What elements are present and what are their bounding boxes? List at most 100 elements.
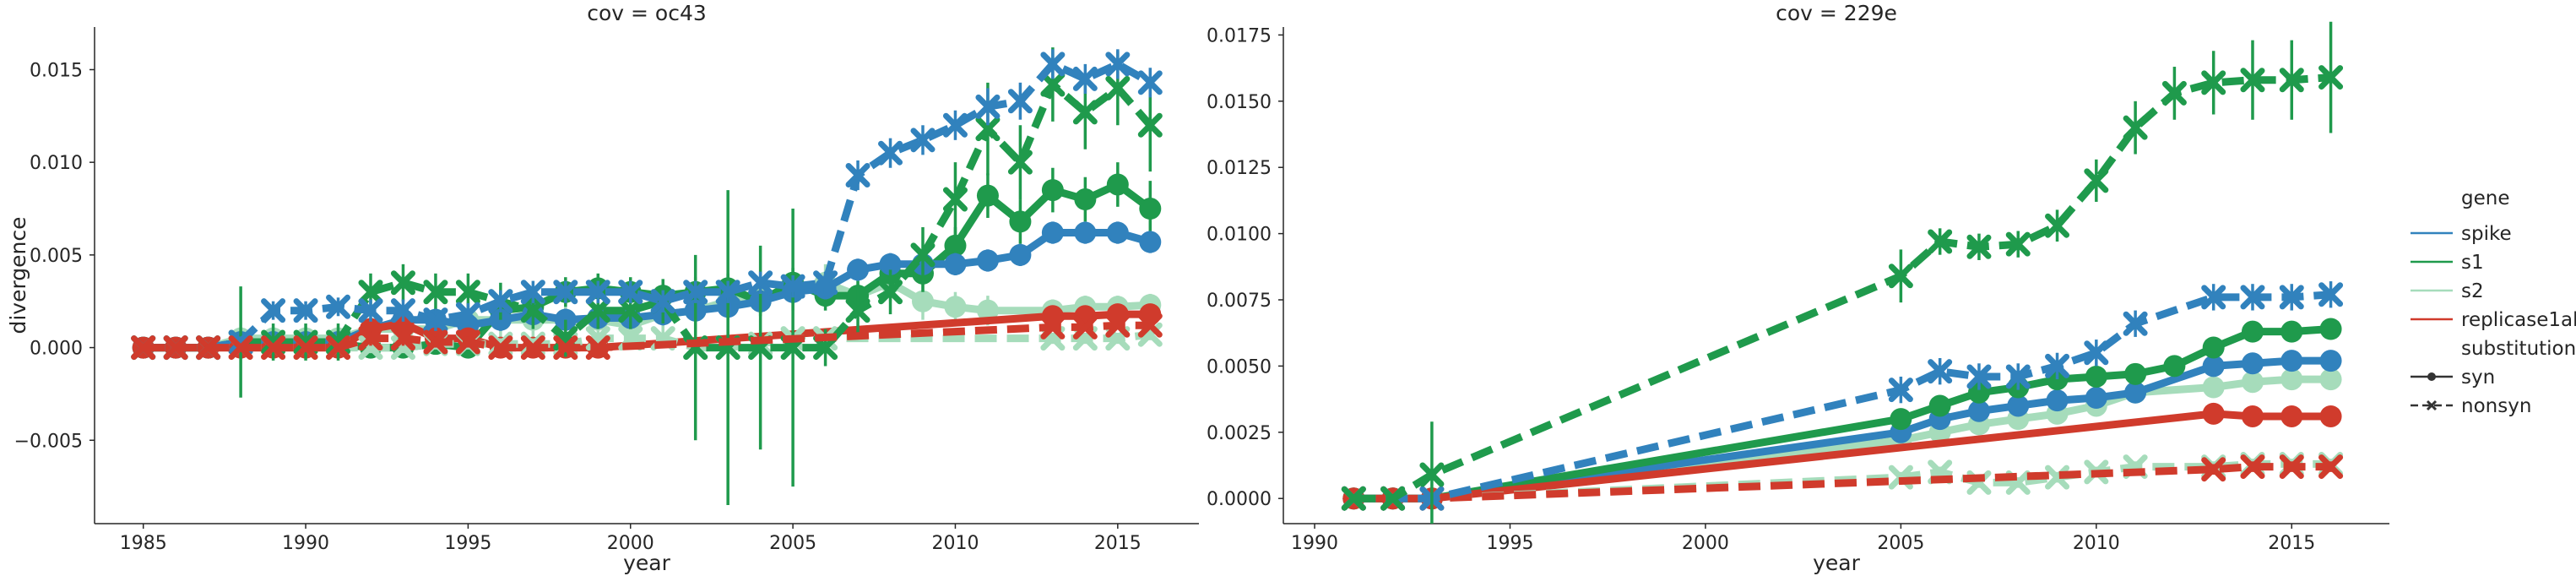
data-point	[196, 335, 221, 361]
data-point	[326, 294, 351, 319]
data-point	[2007, 394, 2030, 417]
data-point	[976, 299, 999, 322]
data-point	[2318, 282, 2344, 307]
data-point	[2085, 387, 2107, 410]
data-point	[2280, 368, 2303, 391]
data-point	[1072, 66, 1098, 91]
series-replicase1ab-nonsyn	[131, 312, 1163, 361]
data-point	[878, 140, 903, 166]
data-point	[2279, 68, 2304, 93]
x-axis-label: year	[623, 551, 670, 575]
data-point	[1007, 149, 1033, 175]
panel-title: cov = 229e	[1776, 1, 1897, 25]
legend-item-s2: s2	[2411, 280, 2484, 302]
data-point	[1966, 234, 1992, 259]
data-point	[423, 329, 448, 355]
data-point	[1137, 312, 1163, 338]
plot-area	[131, 47, 1163, 506]
data-point	[2124, 381, 2147, 404]
y-tick-label: 0.0050	[1207, 356, 1272, 378]
legend-label-s2: s2	[2461, 280, 2484, 302]
data-point	[976, 249, 999, 272]
data-point	[1007, 89, 1033, 114]
data-point	[2202, 376, 2225, 399]
y-tick-label: −0.005	[14, 431, 83, 452]
data-point	[1041, 179, 1064, 202]
data-point	[944, 234, 967, 257]
series-line	[1353, 73, 2331, 503]
legend-label-s1: s1	[2461, 252, 2484, 274]
data-point	[942, 112, 968, 138]
data-point	[293, 298, 318, 323]
data-point	[1888, 378, 1913, 403]
panel-title: cov = oc43	[587, 1, 707, 25]
y-tick-label: 0.010	[30, 153, 83, 174]
data-point	[228, 335, 253, 361]
data-point	[1928, 229, 1953, 254]
data-point	[2279, 454, 2304, 480]
data-point	[942, 187, 968, 212]
data-point	[1072, 314, 1098, 340]
data-point	[2163, 355, 2186, 378]
data-point	[423, 307, 448, 333]
data-point	[520, 280, 545, 305]
data-point	[358, 326, 383, 351]
data-point	[2123, 115, 2148, 140]
data-point	[845, 163, 870, 188]
data-point	[2045, 213, 2070, 238]
y-tick-label: 0.0100	[1207, 225, 1272, 246]
data-point	[1074, 188, 1097, 211]
panel-oc43: cov = oc43 1985 1990 1995 2000 2005 2010 2015 −0…	[6, 1, 1199, 575]
data-point	[1139, 231, 1162, 253]
data-point	[585, 298, 610, 323]
x-tick-label: 2000	[1682, 533, 1729, 554]
legend-item-nonsyn: nonsyn	[2411, 395, 2531, 417]
data-point	[2201, 285, 2226, 310]
data-point	[261, 335, 286, 361]
data-point	[1072, 100, 1098, 125]
data-point	[1928, 394, 1951, 417]
legend-item-spike: spike	[2411, 223, 2512, 245]
data-point	[2201, 457, 2226, 482]
legend-item-syn: syn	[2411, 367, 2495, 389]
data-point	[1040, 72, 1066, 97]
data-point	[2240, 454, 2265, 480]
panel-229e: cov = 229e 1990 1995 2000 2005 2010 2015 0.0000…	[1207, 1, 2389, 575]
data-point	[1106, 221, 1129, 244]
data-point	[847, 258, 870, 281]
y-tick-label: 0.000	[30, 339, 83, 360]
legend-gene-title: gene	[2461, 187, 2509, 209]
y-tick-label: 0.0075	[1207, 291, 1272, 312]
legend-label-spike: spike	[2461, 223, 2512, 245]
data-point	[1009, 210, 1032, 233]
series-s1-nonsyn	[131, 47, 1163, 506]
series-line	[1353, 291, 2331, 503]
data-point	[1105, 52, 1131, 77]
data-point	[2280, 405, 2303, 427]
data-point	[2202, 355, 2225, 378]
data-point	[2085, 365, 2107, 388]
data-point	[455, 329, 480, 355]
x-tick-label: 1995	[444, 533, 491, 554]
series-line	[1353, 459, 2331, 503]
data-point	[585, 280, 610, 305]
data-point	[1137, 70, 1163, 95]
data-point	[2046, 389, 2069, 412]
legend: gene spike s1 s2 replicase1ab substituti…	[2411, 187, 2576, 417]
data-point	[1888, 264, 1913, 289]
data-point	[618, 298, 643, 323]
data-point	[878, 280, 903, 305]
data-point	[2161, 80, 2187, 106]
x-tick-label: 2005	[769, 533, 816, 554]
data-point	[488, 335, 513, 361]
data-point	[1967, 381, 1990, 404]
data-point	[1966, 364, 1992, 389]
data-point	[2241, 352, 2264, 375]
data-point	[2319, 318, 2342, 340]
data-point	[2279, 285, 2304, 310]
x-axis-label: year	[1813, 551, 1860, 575]
data-point	[2240, 68, 2265, 93]
data-point	[912, 290, 934, 312]
data-point	[520, 335, 545, 361]
data-point	[2319, 368, 2342, 391]
